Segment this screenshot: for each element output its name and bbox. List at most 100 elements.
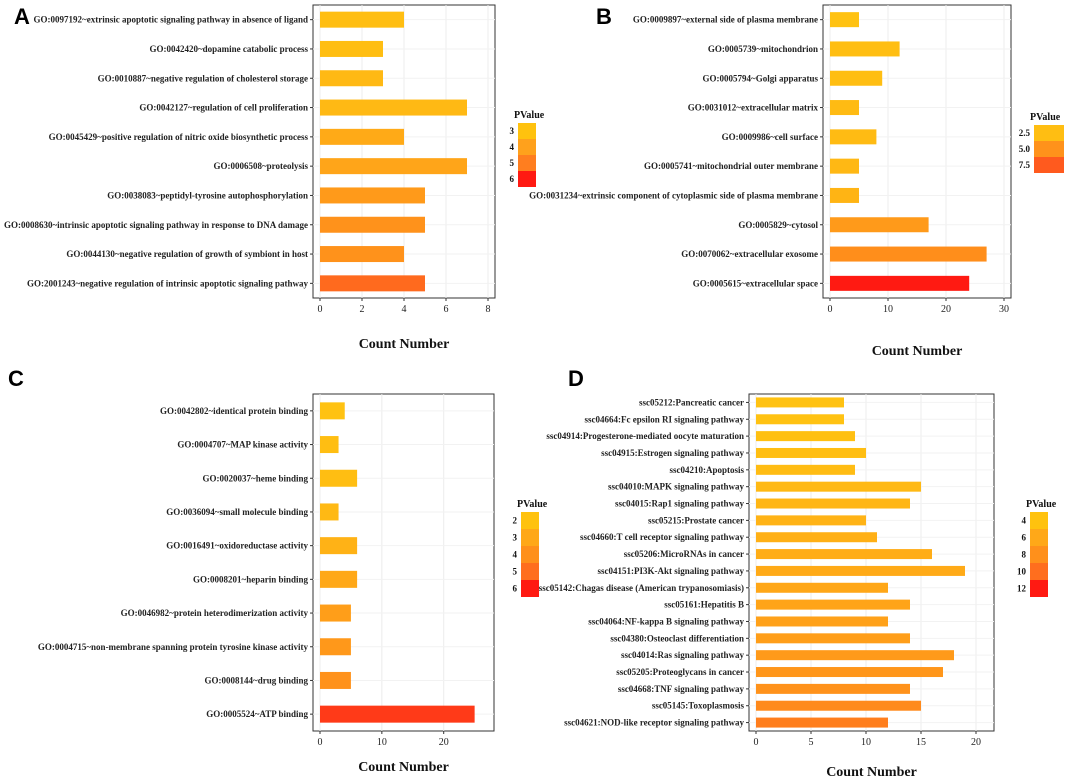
category-label: ssc05205:Proteoglycans in cancer — [616, 667, 744, 677]
category-label: ssc04914:Progesterone-mediated oocyte ma… — [546, 431, 744, 441]
legend-label: 12 — [1017, 584, 1027, 594]
legend-label: 3 — [513, 533, 518, 543]
legend: PValue 2 3 4 5 6 — [513, 499, 548, 597]
x-tick-label: 8 — [486, 304, 491, 315]
legend-label: 5.0 — [1019, 144, 1031, 154]
legend-swatch — [518, 171, 536, 187]
x-tick-label: 20 — [439, 737, 449, 748]
bar — [756, 481, 921, 492]
bar — [830, 129, 877, 145]
category-label: GO:0036094~small molecule binding — [166, 507, 308, 517]
legend-label: 5 — [510, 158, 515, 168]
category-label: ssc04621:NOD-like receptor signaling pat… — [564, 718, 744, 728]
legend-swatch — [521, 580, 539, 597]
x-tick-label: 15 — [916, 737, 926, 748]
bar — [320, 402, 345, 420]
category-label: GO:0010887~negative regulation of choles… — [98, 73, 308, 83]
x-tick-label: 20 — [971, 737, 981, 748]
x-tick-label: 0 — [754, 737, 759, 748]
category-label: GO:0042802~identical protein binding — [160, 406, 309, 416]
bar — [830, 158, 859, 174]
category-label: GO:0005739~mitochondrion — [708, 44, 818, 54]
legend-swatch — [1034, 125, 1064, 141]
category-label: ssc04014:Ras signaling pathway — [621, 650, 745, 660]
bar — [756, 397, 844, 408]
category-label: ssc04660:T cell receptor signaling pathw… — [580, 532, 744, 542]
bar — [320, 469, 358, 487]
bar — [320, 503, 339, 521]
legend-swatch — [521, 529, 539, 546]
category-label: GO:0038083~peptidyl-tyrosine autophospho… — [107, 190, 308, 200]
legend-swatch — [1034, 157, 1064, 173]
bar — [756, 700, 921, 711]
category-label: ssc04668:TNF signaling pathway — [618, 684, 745, 694]
category-label: GO:0008630~intrinsic apoptotic signaling… — [4, 220, 308, 230]
category-label: GO:0016491~oxidoreductase activity — [166, 541, 308, 551]
legend-swatch — [1030, 512, 1048, 529]
category-label: GO:0009897~external side of plasma membr… — [633, 15, 818, 25]
legend-swatch — [518, 139, 536, 155]
panel-letter-b: B — [596, 4, 612, 29]
legend-label: 4 — [1022, 516, 1027, 526]
bar — [756, 532, 877, 543]
bar — [320, 570, 358, 588]
legend-label: 6 — [1022, 533, 1027, 543]
category-label: GO:0005524~ATP binding — [206, 709, 308, 719]
category-label: ssc04380:Osteoclast differentiation — [610, 633, 744, 643]
panel-letter-c: C — [8, 366, 24, 391]
x-tick-label: 5 — [809, 737, 814, 748]
bar — [830, 187, 859, 203]
category-label: ssc04915:Estrogen signaling pathway — [601, 448, 744, 458]
bar — [756, 414, 844, 425]
legend-label: 10 — [1017, 567, 1027, 577]
legend-swatch — [521, 512, 539, 529]
legend-label: 4 — [513, 550, 518, 560]
legend-swatch — [521, 546, 539, 563]
bar — [320, 671, 351, 689]
bar — [756, 464, 855, 475]
category-label: GO:0004715~non-membrane spanning protein… — [38, 642, 309, 652]
category-label: GO:0097192~extrinsic apoptotic signaling… — [34, 15, 308, 25]
panel-letter-d: D — [568, 366, 584, 391]
bar — [756, 498, 910, 509]
category-label: GO:0042127~regulation of cell proliferat… — [139, 103, 308, 113]
panel-b: B GO:0009897~external side of plasma memb… — [529, 4, 1064, 359]
bar — [320, 216, 425, 233]
category-label: ssc05145:Toxoplasmosis — [652, 701, 745, 711]
category-label: ssc05215:Prostate cancer — [648, 515, 744, 525]
bar — [320, 128, 404, 145]
category-label: GO:0005794~Golgi apparatus — [703, 73, 819, 83]
category-label: ssc04664:Fc epsilon RI signaling pathway — [584, 414, 744, 424]
bar — [320, 187, 425, 204]
panel-letter-a: A — [14, 4, 30, 29]
legend-label: 6 — [510, 174, 515, 184]
category-label: ssc04064:NF-kappa B signaling pathway — [588, 616, 744, 626]
bar — [320, 537, 358, 555]
x-tick-label: 10 — [861, 737, 871, 748]
bar — [830, 246, 987, 262]
x-tick-label: 0 — [828, 304, 833, 315]
legend-title: PValue — [1026, 499, 1057, 510]
legend-swatch — [518, 123, 536, 139]
bar — [320, 70, 383, 87]
x-tick-label: 6 — [444, 304, 449, 315]
legend-label: 2 — [513, 516, 518, 526]
legend-label: 7.5 — [1019, 160, 1031, 170]
bar — [320, 436, 339, 454]
x-tick-label: 2 — [360, 304, 365, 315]
category-label: GO:0004707~MAP kinase activity — [177, 440, 308, 450]
bar — [756, 565, 965, 576]
legend-swatch — [1030, 580, 1048, 597]
legend-label: 5 — [513, 567, 518, 577]
category-label: ssc04015:Rap1 signaling pathway — [615, 499, 745, 509]
bar — [830, 217, 929, 233]
category-label: GO:0005741~mitochondrial outer membrane — [644, 161, 818, 171]
x-axis-label: Count Number — [872, 344, 963, 359]
category-label: GO:0046982~protein heterodimerization ac… — [121, 608, 309, 618]
legend-label: 4 — [510, 142, 515, 152]
bar — [320, 604, 351, 622]
x-tick-label: 30 — [999, 304, 1009, 315]
panel-a: A GO:0097192~extrinsic apoptotic signalin… — [4, 4, 545, 352]
legend: PValue 2.5 5.0 7.5 — [1019, 112, 1064, 173]
legend-swatch — [1030, 563, 1048, 580]
